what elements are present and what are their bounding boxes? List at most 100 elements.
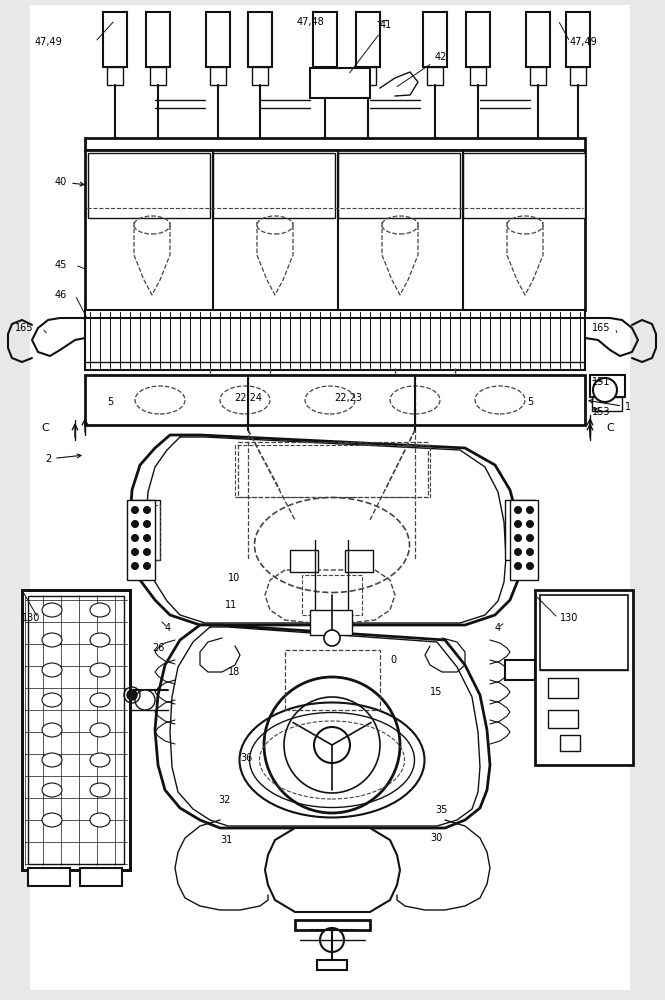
Ellipse shape (42, 633, 62, 647)
Text: 5: 5 (107, 397, 113, 407)
Circle shape (127, 690, 137, 700)
Ellipse shape (42, 663, 62, 677)
Bar (535, 590, 633, 765)
Circle shape (264, 677, 400, 813)
Bar (466, 12, 490, 67)
Bar (127, 500, 155, 580)
Text: C: C (606, 423, 614, 433)
Bar (150, 67, 166, 85)
Bar (80, 868, 122, 886)
Bar (356, 12, 380, 67)
Text: 165: 165 (592, 323, 610, 333)
Bar (85, 138, 585, 150)
Circle shape (144, 548, 150, 556)
Bar (570, 67, 586, 85)
Bar (85, 310, 585, 370)
Bar (103, 12, 127, 67)
Bar (526, 12, 550, 67)
Ellipse shape (90, 813, 110, 827)
Circle shape (515, 562, 521, 570)
Bar (540, 595, 628, 670)
Bar (317, 960, 347, 970)
Text: 2: 2 (45, 454, 81, 464)
Text: 18: 18 (228, 667, 240, 677)
Bar (548, 678, 578, 698)
Polygon shape (265, 828, 400, 912)
Text: 153: 153 (592, 407, 610, 417)
Bar (130, 500, 160, 560)
Bar (290, 550, 318, 572)
Text: 35: 35 (435, 805, 448, 815)
Bar (560, 735, 580, 751)
Bar (206, 12, 230, 67)
Text: 11: 11 (225, 600, 237, 610)
Bar (313, 12, 337, 67)
Text: 4: 4 (495, 623, 501, 633)
Text: 42: 42 (397, 52, 448, 86)
Bar (345, 550, 373, 572)
Text: C: C (41, 423, 49, 433)
Circle shape (132, 506, 138, 514)
Ellipse shape (90, 753, 110, 767)
Circle shape (593, 378, 617, 402)
Circle shape (527, 562, 533, 570)
Text: 47,49: 47,49 (570, 37, 598, 47)
Bar (28, 868, 70, 886)
Bar (213, 153, 335, 218)
Text: 41: 41 (350, 20, 392, 73)
Ellipse shape (42, 723, 62, 737)
Polygon shape (130, 435, 520, 625)
Bar (530, 67, 546, 85)
Text: 130: 130 (560, 613, 579, 623)
Text: 22,24: 22,24 (234, 393, 262, 403)
Circle shape (527, 534, 533, 542)
Circle shape (324, 630, 340, 646)
Bar (238, 442, 428, 497)
Ellipse shape (90, 783, 110, 797)
Circle shape (527, 520, 533, 528)
Text: 30: 30 (430, 833, 442, 843)
Ellipse shape (90, 693, 110, 707)
Circle shape (144, 562, 150, 570)
Bar (423, 12, 447, 67)
Ellipse shape (42, 813, 62, 827)
Circle shape (515, 506, 521, 514)
Bar (592, 397, 622, 411)
Circle shape (527, 506, 533, 514)
Bar (88, 153, 210, 218)
Circle shape (132, 520, 138, 528)
Circle shape (135, 690, 155, 710)
Circle shape (515, 520, 521, 528)
Text: 165: 165 (15, 323, 33, 333)
Circle shape (132, 548, 138, 556)
Text: 22,23: 22,23 (334, 393, 362, 403)
Circle shape (284, 697, 380, 793)
Text: 45: 45 (55, 260, 67, 270)
Bar (85, 375, 585, 425)
Circle shape (144, 534, 150, 542)
Circle shape (132, 534, 138, 542)
Circle shape (320, 928, 344, 952)
Text: 10: 10 (228, 573, 240, 583)
Ellipse shape (90, 723, 110, 737)
Ellipse shape (90, 603, 110, 617)
Polygon shape (155, 625, 490, 828)
Ellipse shape (90, 663, 110, 677)
Bar (590, 375, 625, 397)
Circle shape (144, 506, 150, 514)
Bar (505, 500, 535, 560)
Text: 40: 40 (55, 177, 84, 187)
Bar (427, 67, 443, 85)
Bar (338, 153, 460, 218)
Text: 15: 15 (430, 687, 442, 697)
Bar (146, 12, 170, 67)
Bar (302, 575, 362, 615)
Text: 1: 1 (589, 399, 631, 412)
Bar (248, 12, 272, 67)
Text: 46: 46 (55, 290, 67, 300)
Bar (510, 500, 538, 580)
Text: 0: 0 (390, 655, 396, 665)
Bar (130, 505, 160, 560)
Circle shape (144, 520, 150, 528)
Text: 36: 36 (240, 753, 252, 763)
